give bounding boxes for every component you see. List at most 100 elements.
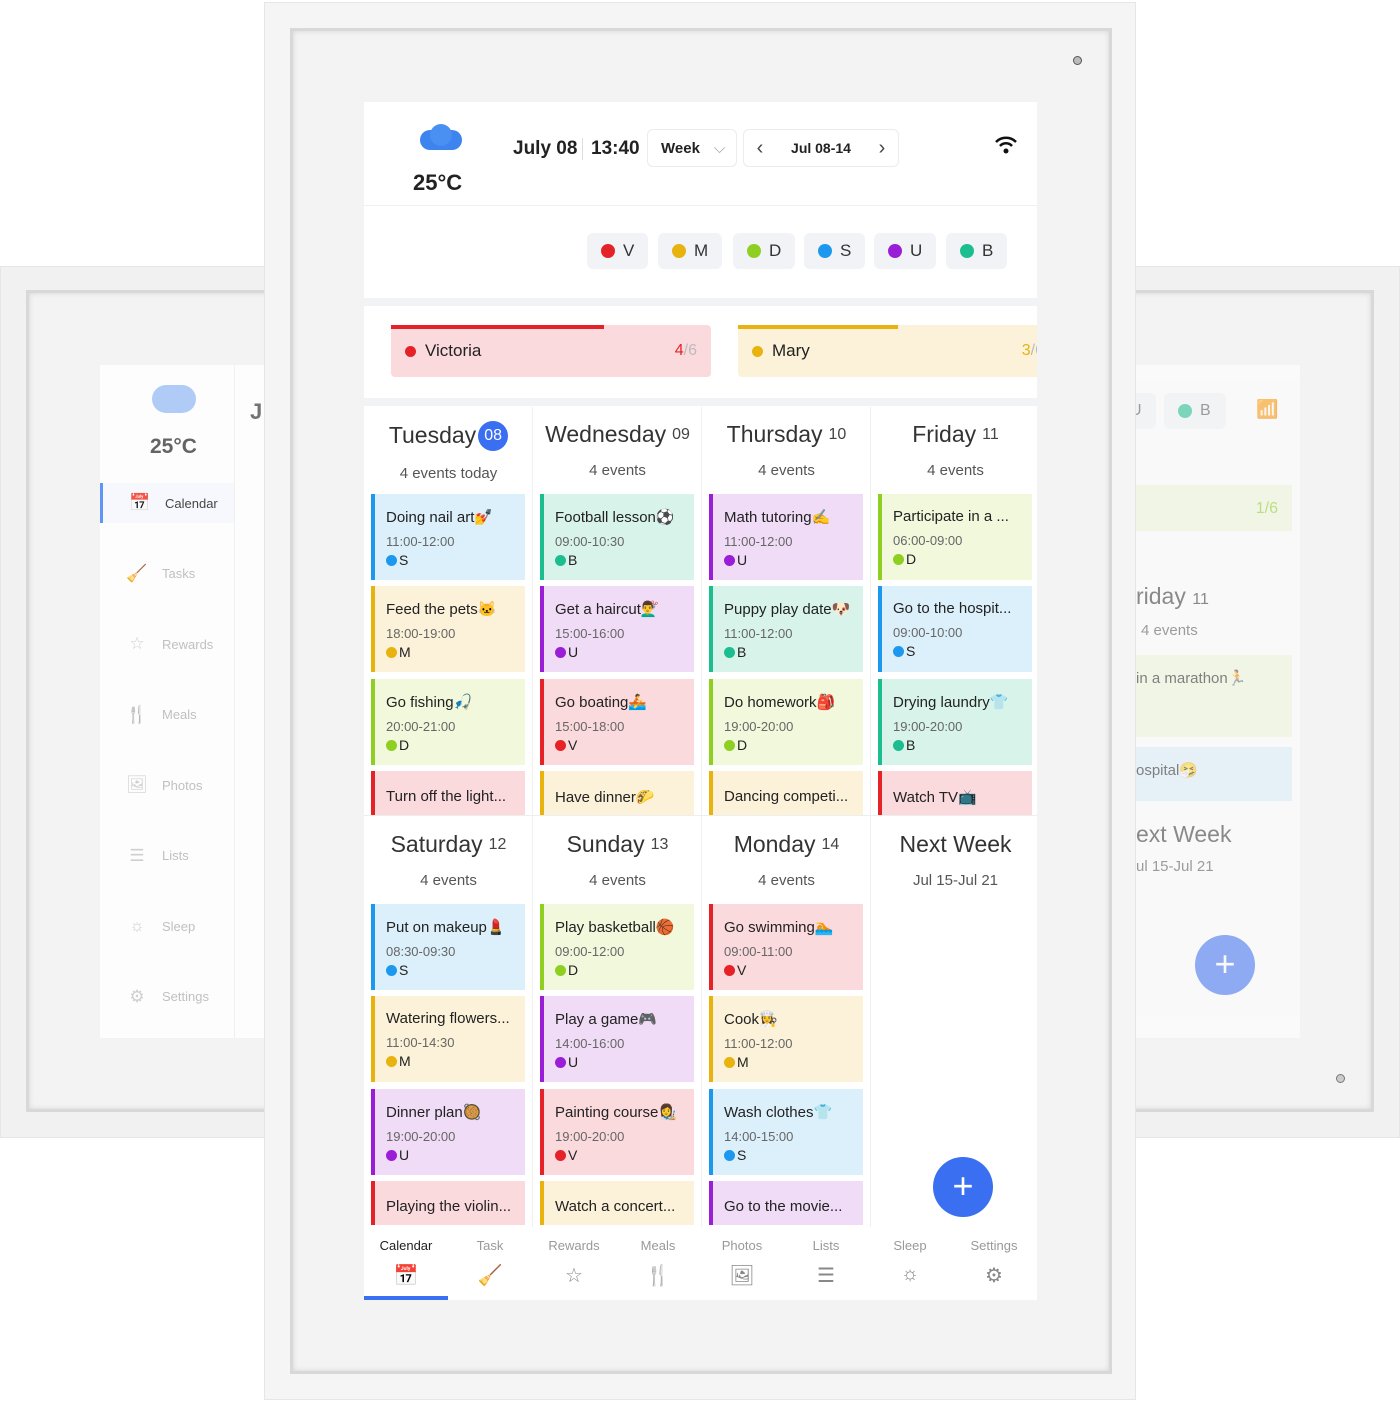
day-header: Thursday 10 4 events <box>702 421 871 479</box>
event-time: 19:00-20:00 <box>555 1129 625 1144</box>
sidebar-item-photos[interactable]: 🖼 Photos <box>100 765 234 805</box>
day-header: Friday 11 4 events <box>871 421 1037 479</box>
nav-calendar[interactable]: Calendar 📅 <box>364 1228 448 1300</box>
column-divider <box>870 407 871 817</box>
nav-settings[interactable]: Settings ⚙ <box>952 1228 1036 1300</box>
progress-card[interactable]: Victoria 4/6 <box>391 325 711 377</box>
person-filter-D[interactable]: D <box>733 233 796 269</box>
event-title: Play basketball🏀 <box>555 919 675 936</box>
event-card[interactable]: Watch TV📺 <box>878 771 1032 815</box>
right-event-card[interactable]: in a marathon🏃 <box>1136 655 1292 737</box>
event-title: Go fishing🎣 <box>386 694 473 711</box>
person-dot <box>893 645 904 657</box>
event-card[interactable]: Go boating🚣 15:00-18:00 V <box>540 679 694 765</box>
day-number: 12 <box>488 836 507 853</box>
sidebar-item-sleep[interactable]: ☼ Sleep <box>100 906 234 946</box>
person-initial: U <box>399 1147 410 1163</box>
add-event-button[interactable]: + <box>933 1157 993 1217</box>
sidebar-item-rewards[interactable]: ☆ Rewards <box>100 624 234 664</box>
view-select[interactable]: Week ⌵ <box>647 129 737 167</box>
person-dot <box>386 646 397 658</box>
nav-sleep[interactable]: Sleep ☼ <box>868 1228 952 1300</box>
event-card[interactable]: Do homework🎒 19:00-20:00 D <box>709 679 863 765</box>
progress-card[interactable]: Mary 3/6 <box>738 325 1037 377</box>
left-temperature: 25°C <box>150 435 197 458</box>
right-chip-u[interactable]: U <box>1136 393 1156 429</box>
nav-lists[interactable]: Lists ☰ <box>784 1228 868 1300</box>
event-card[interactable]: Have dinner🌮 <box>540 771 694 815</box>
event-person: V <box>555 1147 694 1163</box>
day-number: 14 <box>821 836 840 853</box>
tasks-icon: 🧹 <box>126 563 148 583</box>
event-card[interactable]: Participate in a ... 06:00-09:00 D <box>878 494 1032 580</box>
sidebar-item-settings[interactable]: ⚙ Settings <box>100 977 234 1017</box>
person-dot <box>960 244 974 258</box>
right-chip-b[interactable]: B <box>1164 393 1226 429</box>
day-name: Tuesday <box>388 422 477 448</box>
person-filter-M[interactable]: M <box>658 233 723 269</box>
photo-icon: 🖼 <box>729 1265 755 1287</box>
right-event-card[interactable]: ospital🤧 <box>1136 747 1292 801</box>
next-week-button[interactable]: › <box>878 136 886 159</box>
nav-label: Meals <box>640 1238 676 1253</box>
event-card[interactable]: Dancing competi... <box>709 771 863 815</box>
event-time: 15:00-18:00 <box>555 719 625 734</box>
right-device-screen: U B 📶 1/6 riday 11 4 events in a maratho… <box>1136 365 1300 1038</box>
event-card[interactable]: Turn off the light... <box>371 771 525 815</box>
event-card[interactable]: Cook👩‍🍳 11:00-12:00 M <box>709 996 863 1082</box>
person-filter-V[interactable]: V <box>587 233 649 269</box>
event-title: Football lesson⚽ <box>555 509 675 526</box>
event-card[interactable]: Go to the movie... <box>709 1181 863 1225</box>
event-time: 11:00-12:00 <box>386 534 455 549</box>
nav-photos[interactable]: Photos 🖼 <box>700 1228 784 1300</box>
sidebar-item-label: Meals <box>162 707 197 722</box>
event-card[interactable]: Dinner plan🥘 19:00-20:00 U <box>371 1089 525 1175</box>
event-card[interactable]: Painting course👩‍🎨 19:00-20:00 V <box>540 1089 694 1175</box>
prev-week-button[interactable]: ‹ <box>756 136 764 159</box>
event-card[interactable]: Football lesson⚽ 09:00-10:30 B <box>540 494 694 580</box>
person-filter-B[interactable]: B <box>946 233 1008 269</box>
nav-meals[interactable]: Meals 🍴 <box>616 1228 700 1300</box>
event-card[interactable]: Go to the hospit... 09:00-10:00 S <box>878 586 1032 672</box>
event-card[interactable]: Go fishing🎣 20:00-21:00 D <box>371 679 525 765</box>
lists-icon: ☰ <box>129 845 145 865</box>
right-day-header: riday 11 <box>1136 583 1209 610</box>
person-dot <box>386 1055 397 1067</box>
sidebar-item-meals[interactable]: 🍴 Meals <box>100 695 234 735</box>
person-filter-U[interactable]: U <box>874 233 937 269</box>
event-card[interactable]: Play a game🎮 14:00-16:00 U <box>540 996 694 1082</box>
right-add-button[interactable]: + <box>1195 935 1255 995</box>
event-card[interactable]: Wash clothes👕 14:00-15:00 S <box>709 1089 863 1175</box>
person-initial: U <box>568 1054 579 1070</box>
person-name: Victoria <box>425 341 482 360</box>
person-filter-S[interactable]: S <box>804 233 866 269</box>
event-card[interactable]: Math tutoring✍️ 11:00-12:00 U <box>709 494 863 580</box>
event-title: Get a haircut💇‍♂️ <box>555 601 660 618</box>
nav-task[interactable]: Task 🧹 <box>448 1228 532 1300</box>
sidebar-item-tasks[interactable]: 🧹 Tasks <box>100 554 234 594</box>
event-card[interactable]: Play basketball🏀 09:00-12:00 D <box>540 904 694 990</box>
cloud-icon <box>152 385 196 413</box>
day-name: Sunday <box>566 831 645 857</box>
sidebar-item-lists[interactable]: ☰ Lists <box>100 836 234 876</box>
person-dot <box>386 964 397 976</box>
event-title: Feed the pets🐱 <box>386 601 497 618</box>
event-card[interactable]: Watch a concert... <box>540 1181 694 1225</box>
nav-rewards[interactable]: Rewards ☆ <box>532 1228 616 1300</box>
event-card[interactable]: Get a haircut💇‍♂️ 15:00-16:00 U <box>540 586 694 672</box>
event-card[interactable]: Watering flowers... 11:00-14:30 M <box>371 996 525 1082</box>
event-card[interactable]: Feed the pets🐱 18:00-19:00 M <box>371 586 525 672</box>
event-card[interactable]: Playing the violin... <box>371 1181 525 1225</box>
day-name: Next Week <box>899 831 1012 857</box>
event-card[interactable]: Doing nail art💅 11:00-12:00 S <box>371 494 525 580</box>
person-dot <box>386 554 397 566</box>
event-card[interactable]: Go swimming🏊 09:00-11:00 V <box>709 904 863 990</box>
event-time: 08:30-09:30 <box>386 944 456 959</box>
sidebar-item-calendar[interactable]: 📅 Calendar <box>100 483 234 523</box>
event-card[interactable]: Put on makeup💄 08:30-09:30 S <box>371 904 525 990</box>
day-name: Thursday <box>726 421 823 447</box>
event-card[interactable]: Puppy play date🐶 11:00-12:00 B <box>709 586 863 672</box>
day-event-count: 4 events <box>589 872 646 889</box>
chip-label: S <box>840 241 852 260</box>
event-card[interactable]: Drying laundry👕 19:00-20:00 B <box>878 679 1032 765</box>
